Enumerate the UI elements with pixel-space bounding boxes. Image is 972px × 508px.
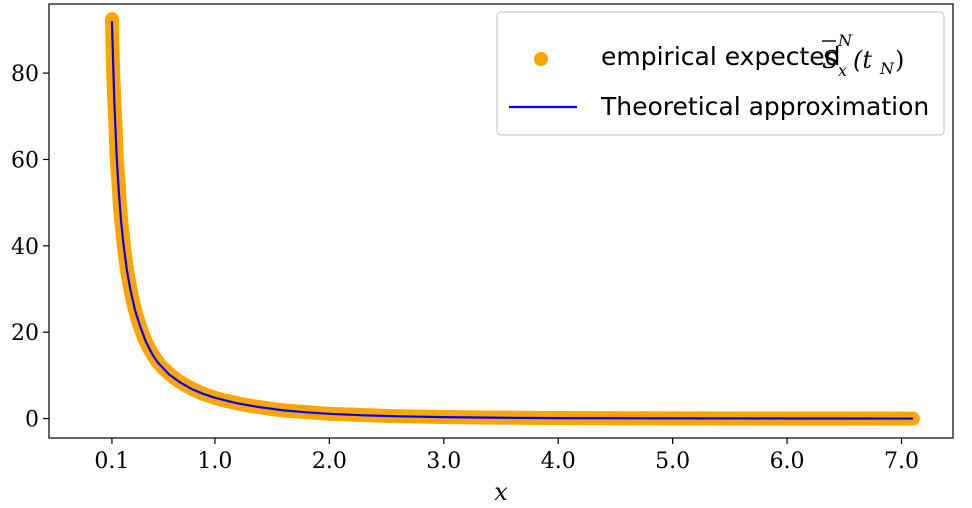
y-tick-label: 40 bbox=[11, 235, 39, 260]
x-axis-label: x bbox=[494, 478, 508, 506]
plot-frame bbox=[48, 3, 954, 439]
y-tick-label: 60 bbox=[11, 148, 39, 173]
x-tick-label: 5.0 bbox=[655, 449, 690, 474]
legend-scatter-label: empirical expected bbox=[601, 42, 841, 71]
scatter-point bbox=[105, 12, 119, 26]
x-tick-label: 6.0 bbox=[770, 449, 805, 474]
legend-box bbox=[496, 11, 945, 136]
x-tick-label: 7.0 bbox=[884, 449, 919, 474]
legend-math-symbol: S bbox=[822, 46, 838, 74]
x-tick-label: 1.0 bbox=[197, 449, 232, 474]
legend: empirical expected S N x (t N ) Theoreti… bbox=[496, 11, 945, 136]
x-tick-label: 2.0 bbox=[312, 449, 347, 474]
theoretical-line bbox=[110, 21, 913, 420]
y-tick-label: 20 bbox=[11, 321, 39, 346]
x-tick-label: 0.1 bbox=[94, 449, 129, 474]
legend-math-subscript: x bbox=[838, 61, 847, 80]
legend-math-argument-subscript: N bbox=[879, 59, 895, 78]
legend-math-argument: (t bbox=[853, 46, 872, 74]
legend-scatter-marker bbox=[534, 52, 548, 66]
y-axis: 0 20 40 60 80 bbox=[11, 62, 49, 433]
legend-line-label: Theoretical approximation bbox=[600, 92, 929, 121]
x-axis: 0.1 1.0 2.0 3.0 4.0 5.0 6.0 7.0 bbox=[94, 438, 919, 474]
legend-math-close-paren: ) bbox=[895, 46, 904, 74]
legend-math-superscript: N bbox=[837, 31, 853, 50]
y-tick-label: 80 bbox=[11, 62, 39, 87]
line-series-layer bbox=[110, 21, 913, 420]
y-tick-label: 0 bbox=[25, 408, 39, 433]
x-tick-label: 3.0 bbox=[426, 449, 461, 474]
x-tick-label: 4.0 bbox=[541, 449, 576, 474]
